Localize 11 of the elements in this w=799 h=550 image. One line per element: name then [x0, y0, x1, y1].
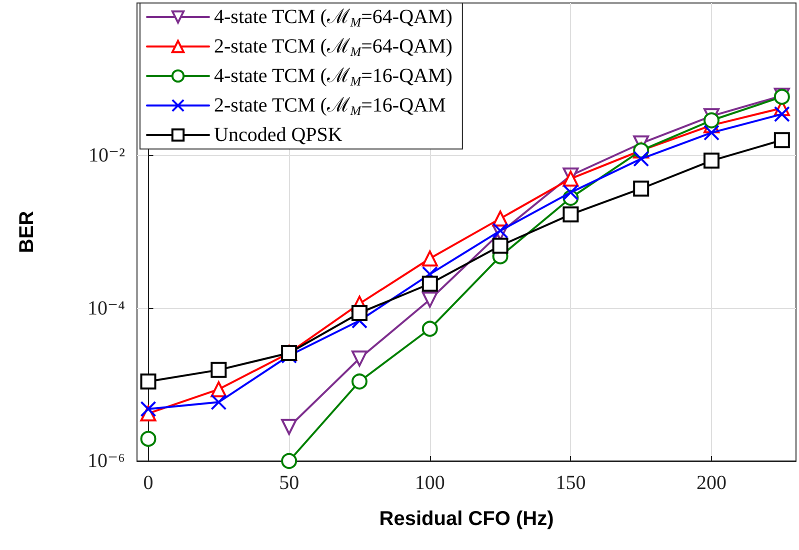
y-tick-label: 10⁻⁶	[87, 450, 126, 472]
x-tick-label: 50	[279, 472, 300, 494]
y-tick-label: 10⁻²	[88, 144, 125, 167]
x-tick-label: 150	[556, 472, 586, 494]
x-tick-label: 100	[414, 472, 445, 494]
y-tick-label: 10⁻⁴	[87, 297, 126, 320]
legend-label: Uncoded QPSK	[214, 124, 343, 146]
x-axis-title: Residual CFO (Hz)	[379, 508, 554, 530]
x-tick-label: 0	[143, 472, 154, 494]
x-tick-label: 200	[696, 472, 727, 494]
y-axis-title: BER	[16, 210, 38, 254]
